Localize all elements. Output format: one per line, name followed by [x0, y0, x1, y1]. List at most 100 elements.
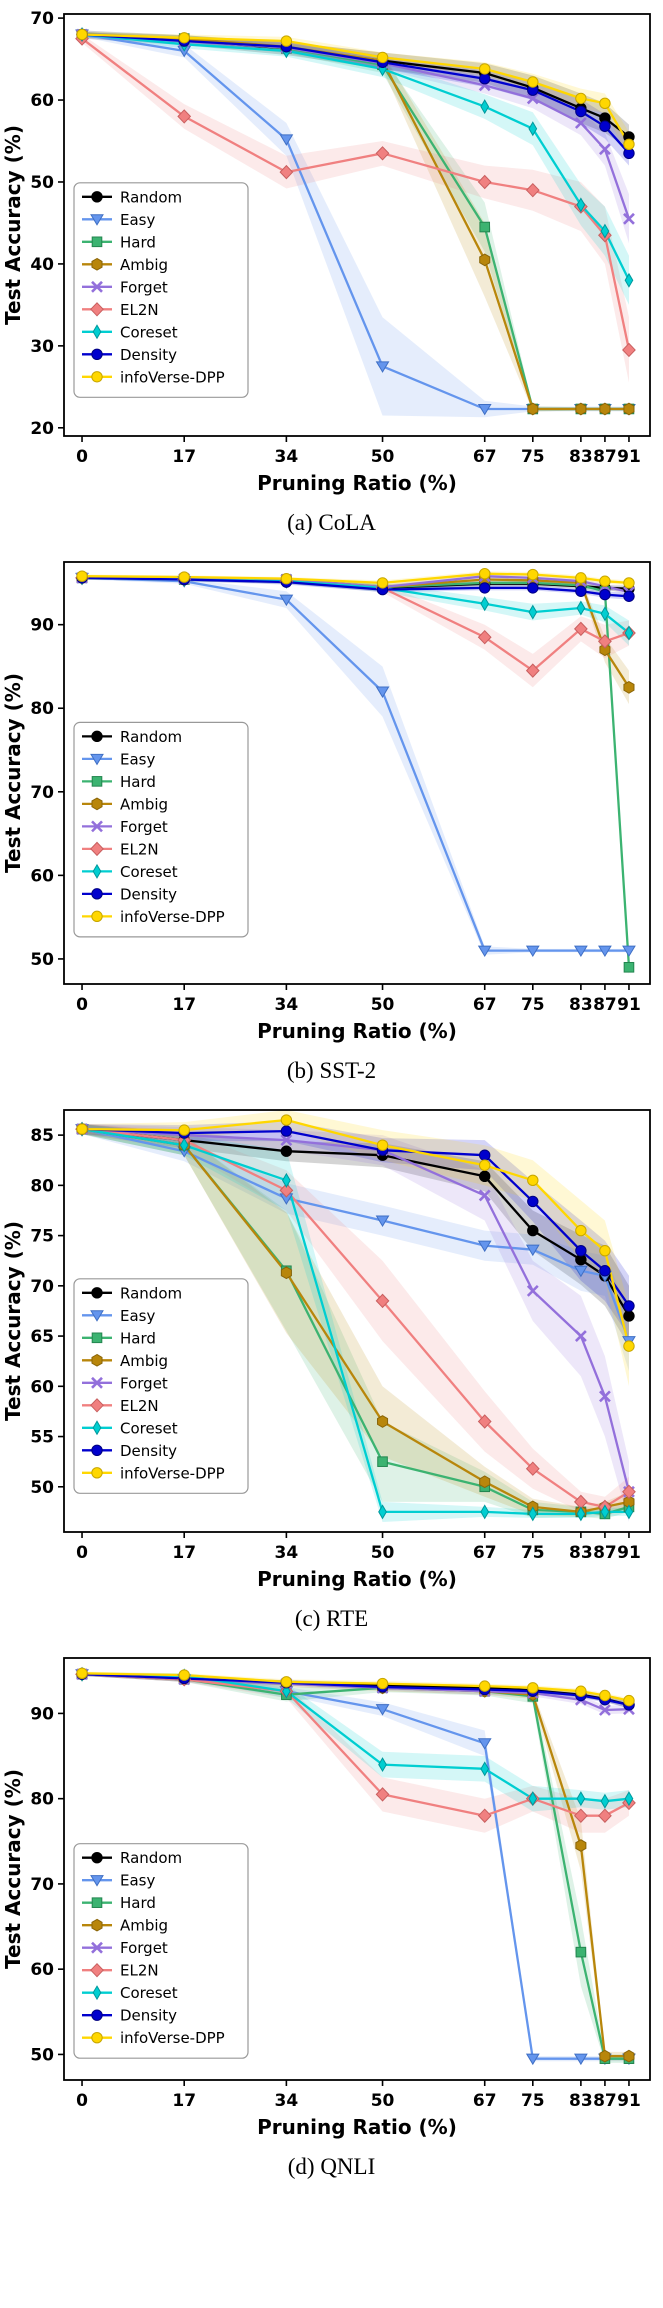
legend-label: Easy [120, 211, 155, 229]
legend-item-Random: Random [82, 1284, 182, 1302]
circle-marker [91, 888, 103, 900]
triangle-down-marker [477, 403, 492, 416]
circle-marker [599, 588, 611, 601]
chart-qnli: 0 17 34 50 67 75 83 87 91 50 60 70 80 90 Pruning Ratio… [1, 1657, 651, 2139]
circle-marker [599, 575, 611, 587]
x-tick-label: 0 [76, 995, 88, 1015]
thin-diamond-marker [92, 863, 102, 879]
circle-marker [575, 572, 587, 584]
diamond-marker [525, 182, 540, 198]
circle-marker [527, 1682, 539, 1694]
band-Random [82, 1124, 629, 1347]
legend-label: Easy [120, 1872, 155, 1890]
thin-diamond-marker [480, 99, 490, 115]
thin-diamond-marker [528, 1506, 538, 1522]
legend-item-Density: Density [82, 1442, 177, 1460]
legend-label: EL2N [120, 301, 159, 319]
legend-item-Ambig: Ambig [82, 1352, 168, 1370]
circle-marker [527, 76, 539, 88]
x-tick-label: 83 [569, 1543, 593, 1563]
circle-marker [91, 348, 103, 360]
legend-label: Coreset [120, 323, 178, 341]
x-marker [91, 1376, 103, 1389]
diamond-marker [90, 1398, 104, 1413]
legend-item-Ambig: Ambig [82, 1917, 168, 1935]
caption-sst2: (b) SST-2 [286, 1058, 377, 1083]
circle-marker [91, 2031, 103, 2044]
thin-diamond-marker [576, 1791, 586, 1807]
legend-item-Hard: Hard [82, 773, 156, 791]
legend-item-Easy: Easy [82, 211, 155, 229]
y-tick-label: 65 [30, 1327, 54, 1347]
circle-marker [91, 2009, 103, 2021]
x-marker [526, 92, 539, 105]
legend-label: Density [120, 346, 177, 364]
x-tick-label: 87 [593, 2091, 617, 2111]
x-tick-label: 17 [172, 2091, 196, 2111]
circle-marker [76, 28, 88, 41]
x-tick-label: 83 [569, 447, 593, 467]
x-tick-label: 50 [371, 995, 395, 1015]
axes: 0 17 34 50 67 75 83 87 91 20 30 40 50 60 70 [30, 9, 640, 467]
x-tick-label: 17 [172, 995, 196, 1015]
circle-marker [479, 567, 491, 580]
x-tick-label: 91 [617, 995, 641, 1015]
y-tick-label: 75 [30, 1227, 54, 1247]
diamond-marker [525, 1461, 540, 1476]
legend-item-Density: Density [82, 885, 177, 903]
x-tick-label: 17 [172, 447, 196, 467]
thin-diamond-marker [92, 1985, 102, 2001]
x-tick-label: 75 [521, 995, 545, 1015]
series-markers [75, 1666, 636, 2066]
hexagon-marker [91, 1353, 103, 1367]
thin-diamond-marker [624, 1791, 634, 1807]
circle-marker [479, 1170, 491, 1183]
x-tick-label: 87 [593, 995, 617, 1015]
axes: 0 17 34 50 67 75 83 87 91 50 60 70 80 90 [30, 1704, 640, 2111]
x-axis-label: Pruning Ratio (%) [257, 1567, 457, 1591]
x-marker [91, 820, 103, 833]
diamond-marker [622, 342, 636, 358]
legend-label: infoVerse-DPP [120, 2029, 225, 2047]
diamond-marker [279, 1183, 294, 1198]
y-tick-label: 80 [30, 1176, 54, 1196]
circle-marker [178, 571, 190, 583]
thin-diamond-marker [624, 1504, 634, 1520]
diamond-marker [477, 629, 492, 645]
x-tick-label: 34 [275, 995, 299, 1015]
circle-marker [479, 1680, 491, 1692]
x-tick-label: 34 [275, 2091, 299, 2111]
plot-frame [63, 1657, 651, 2081]
legend-label: Ambig [120, 256, 168, 274]
diamond-marker [622, 1484, 636, 1500]
band-Coreset [82, 1672, 629, 1812]
legend-item-Coreset: Coreset [82, 323, 178, 341]
legend-item-Ambig: Ambig [82, 256, 168, 274]
x-tick-label: 87 [593, 447, 617, 467]
square-marker [623, 961, 635, 973]
axes: 0 17 34 50 67 75 83 87 91 50 55 60 65 70 75 80 85 [30, 1126, 640, 1563]
axes: 0 17 34 50 67 75 83 87 91 50 60 70 80 90 [30, 616, 640, 1015]
diamond-marker [90, 841, 104, 857]
y-axis-label: Test Accuracy (%) [1, 1221, 25, 1421]
circle-marker [599, 1265, 611, 1277]
x-tick-label: 75 [521, 2091, 545, 2111]
triangle-down-marker [477, 1240, 492, 1253]
x-marker [599, 143, 611, 156]
legend-label: Hard [120, 773, 156, 791]
band-Density [82, 1121, 629, 1337]
circle-marker [91, 910, 103, 923]
legend-item-Easy: Easy [82, 1872, 155, 1890]
x-marker [478, 1189, 491, 1202]
circle-marker [599, 120, 611, 132]
circle-marker [91, 371, 103, 383]
thin-diamond-marker [179, 1137, 189, 1153]
triangle-down-marker [90, 753, 104, 766]
circle-marker [91, 730, 103, 743]
y-tick-label: 40 [30, 255, 54, 275]
x-tick-label: 83 [569, 2091, 593, 2111]
legend-label: infoVerse-DPP [120, 908, 225, 926]
circle-marker [623, 1694, 635, 1707]
triangle-down-marker [622, 945, 636, 958]
band-EL2N [82, 1672, 629, 1833]
